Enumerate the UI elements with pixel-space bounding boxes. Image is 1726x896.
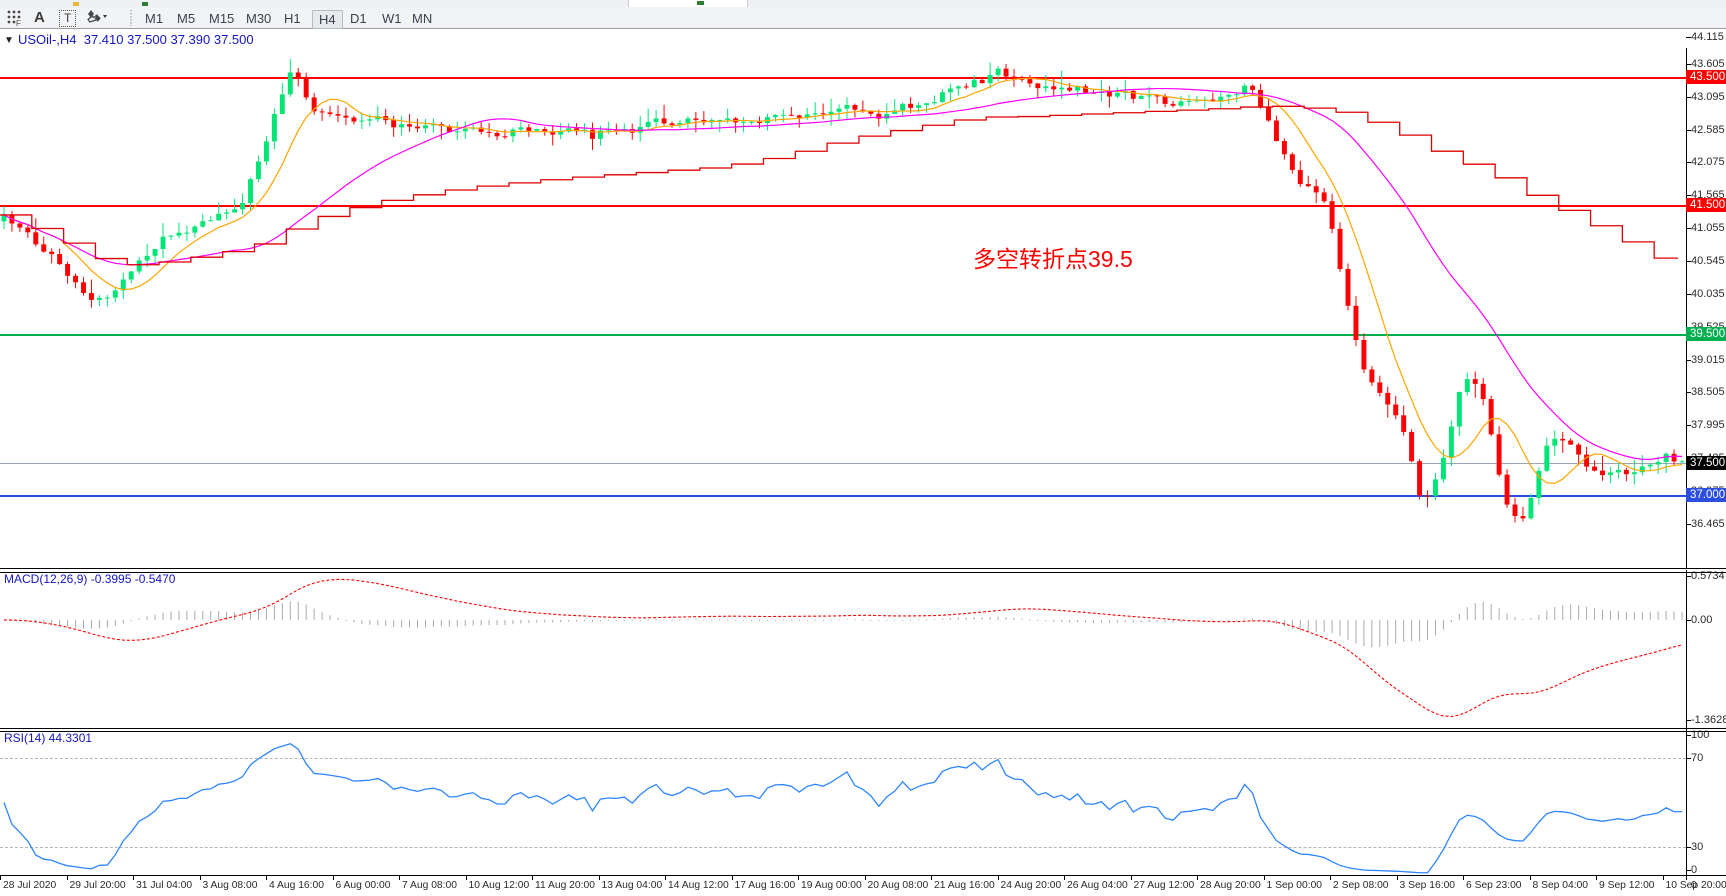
svg-text:F: F [16, 19, 21, 26]
